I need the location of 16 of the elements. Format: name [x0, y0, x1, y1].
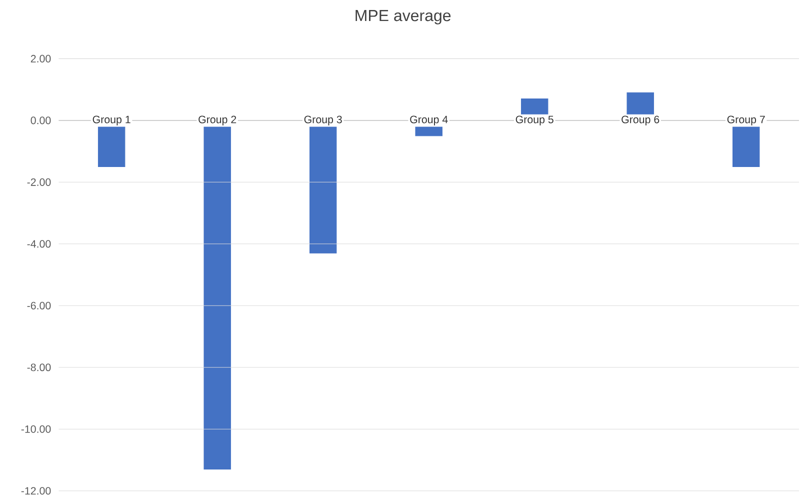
x-tick-label: Group 4 — [410, 116, 448, 126]
y-tick-label: -6.00 — [27, 302, 51, 310]
y-tick-label: -12.00 — [21, 487, 51, 495]
y-tick-label: 0.00 — [30, 116, 51, 124]
x-tick-label: Group 6 — [622, 116, 660, 126]
x-tick-label: Group 1 — [92, 116, 130, 126]
y-tick-label: -2.00 — [27, 178, 51, 186]
x-tick-label: Group 2 — [198, 116, 236, 126]
x-tick-label: Group 3 — [304, 116, 342, 126]
y-tick-label: -4.00 — [27, 240, 51, 248]
x-tick-label: Group 7 — [727, 116, 765, 126]
y-tick-label: -8.00 — [27, 364, 51, 372]
chart-title: MPE average — [356, 10, 451, 25]
y-tick-label: 2.00 — [30, 55, 51, 63]
y-tick-label: -10.00 — [21, 426, 51, 434]
x-tick-label: Group 5 — [516, 116, 554, 126]
